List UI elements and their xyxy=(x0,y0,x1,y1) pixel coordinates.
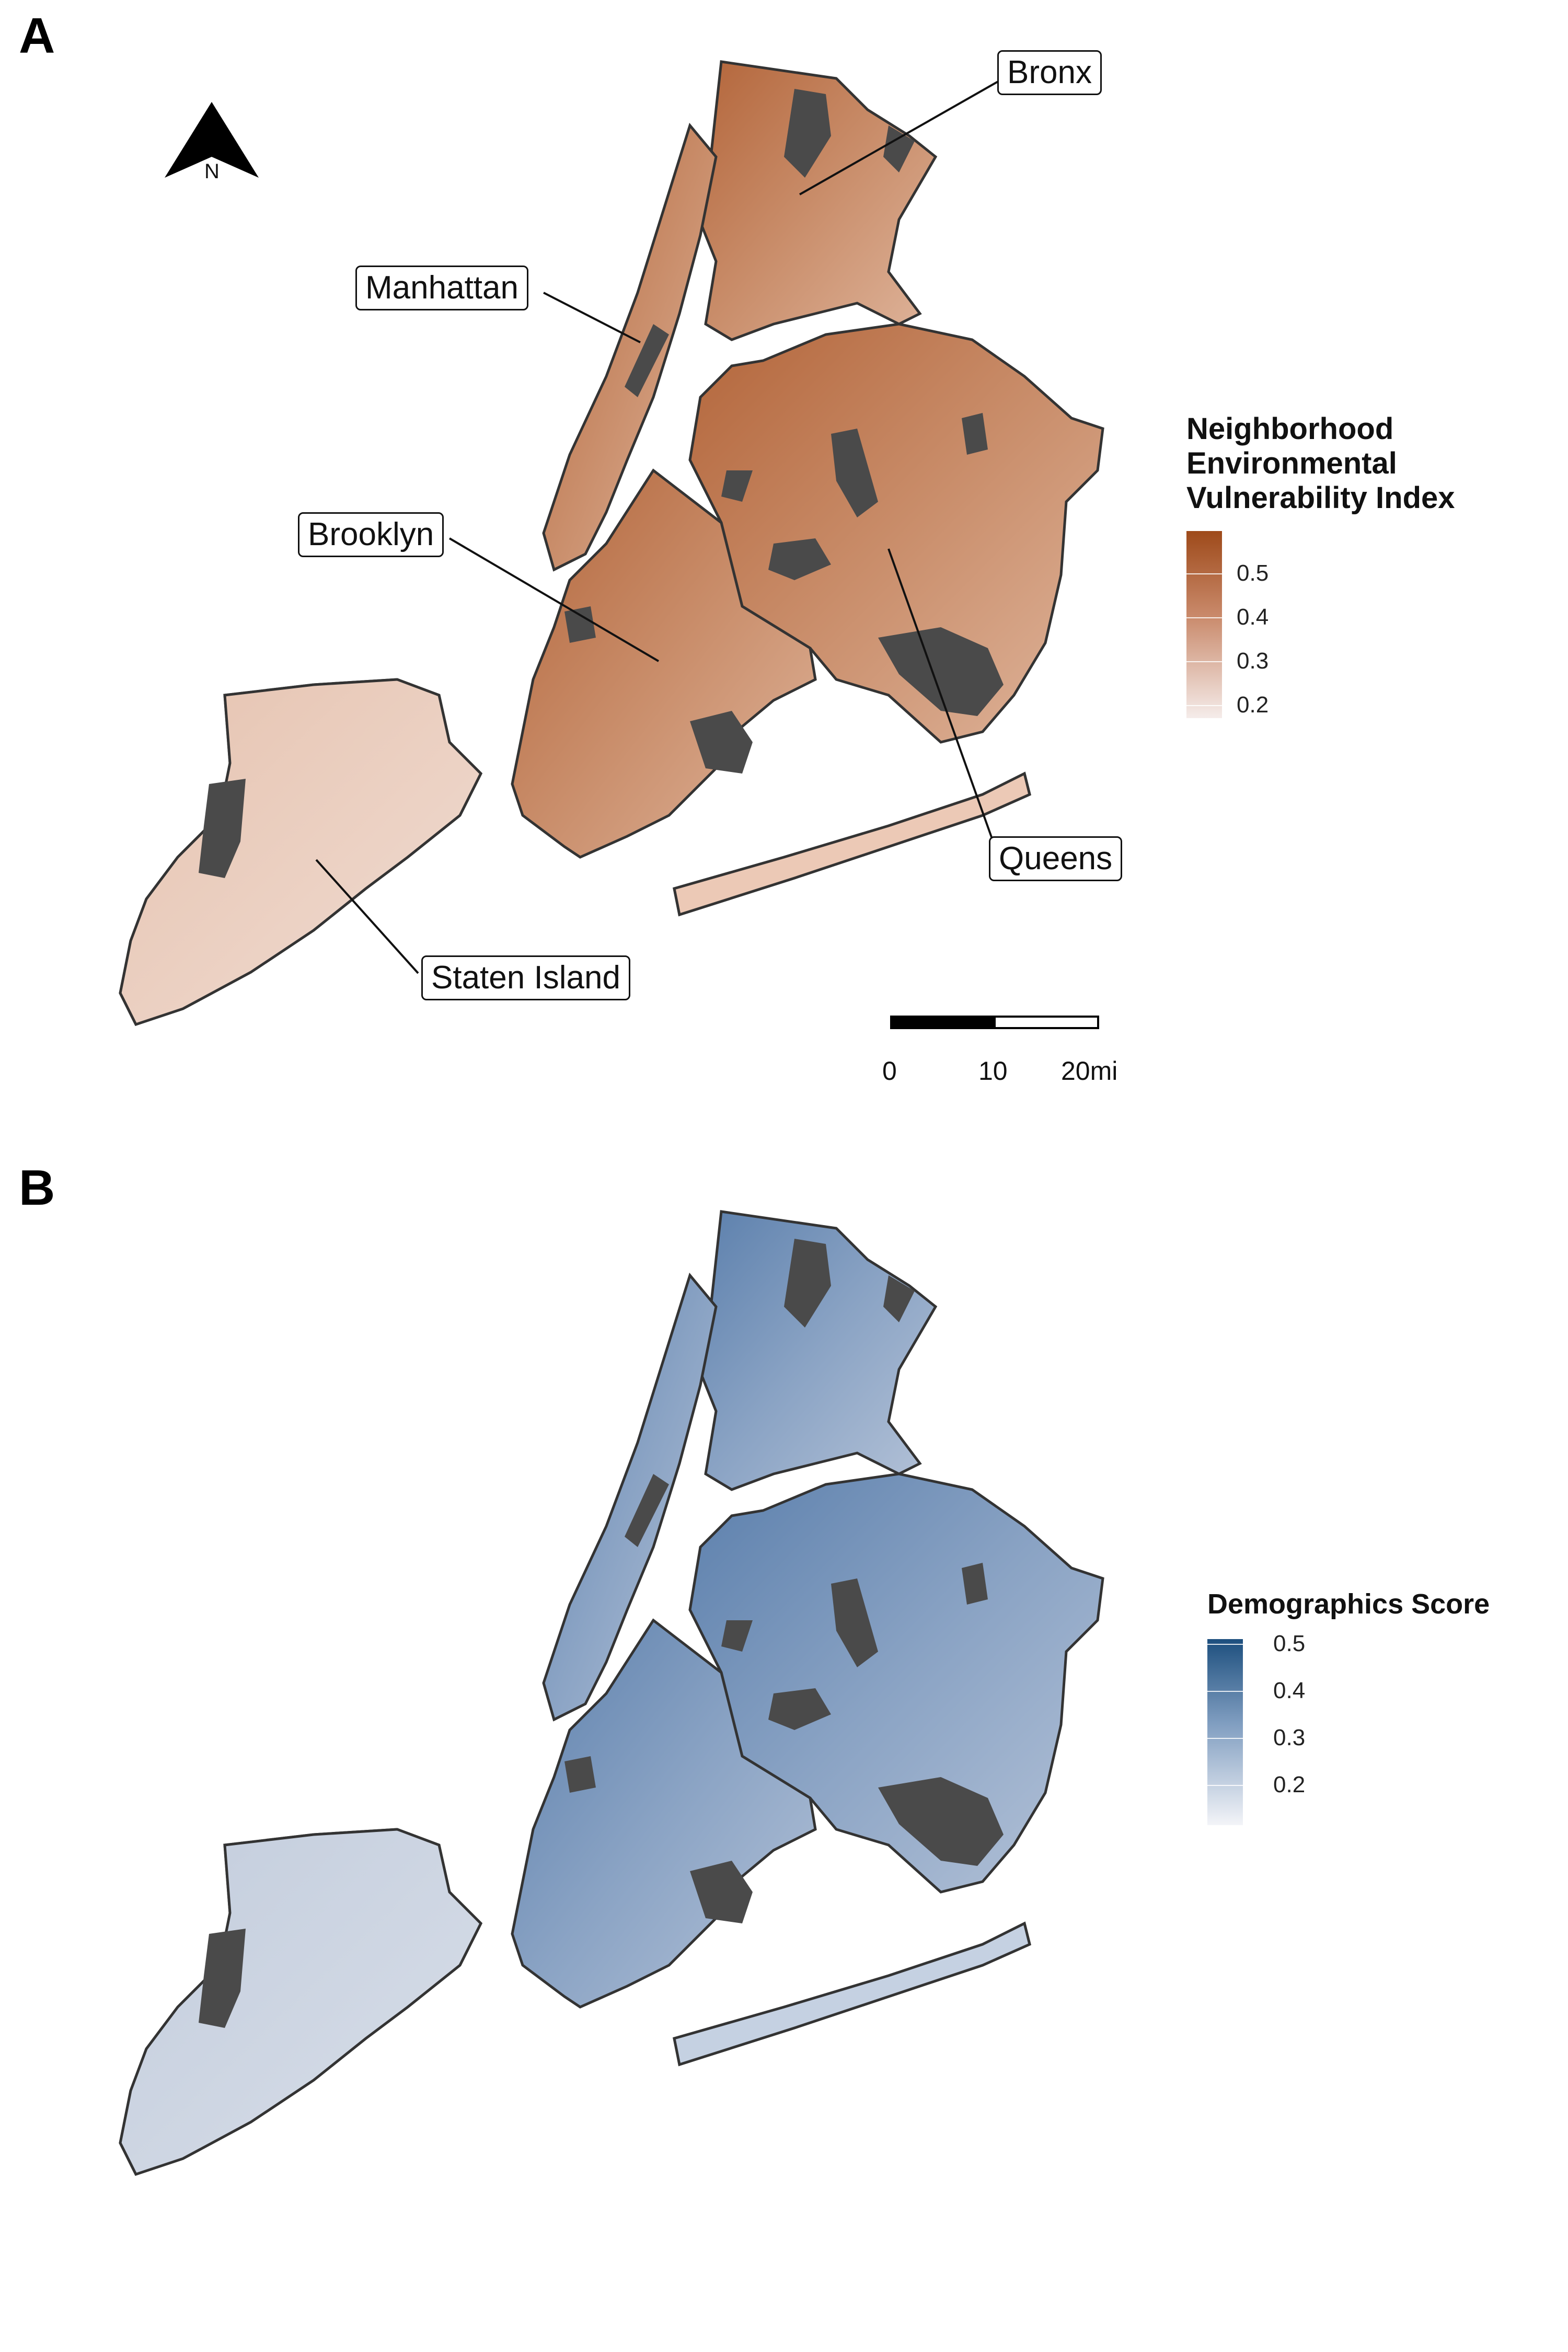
staten-island-fill-a xyxy=(119,678,483,1027)
north-arrow-icon xyxy=(165,102,259,178)
map-b xyxy=(119,1212,1103,2176)
legend-b-title: Demographics Score xyxy=(1207,1588,1490,1620)
north-label: N xyxy=(204,160,220,183)
scale-bar xyxy=(890,1016,1099,1029)
legend-a: Neighborhood Environmental Vulnerability… xyxy=(1186,412,1521,718)
panel-a-letter: A xyxy=(19,8,55,64)
label-brooklyn: Brooklyn xyxy=(298,512,444,557)
label-leader-lines xyxy=(315,77,1004,974)
legend-b: Demographics Score 0.5 0.4 0.3 0.2 xyxy=(1207,1588,1490,1825)
legend-a-colorbar xyxy=(1186,531,1222,718)
label-bronx: Bronx xyxy=(997,50,1102,95)
scale-tick-20mi: 20mi xyxy=(1061,1056,1118,1086)
legend-b-tick: 0.4 xyxy=(1273,1678,1306,1703)
scale-tick-10: 10 xyxy=(978,1056,1008,1086)
legend-b-tick: 0.5 xyxy=(1273,1631,1306,1656)
legend-b-tick: 0.3 xyxy=(1273,1725,1306,1750)
legend-a-tick: 0.4 xyxy=(1237,604,1269,630)
staten-island-fill-b xyxy=(119,1828,483,2176)
legend-a-title: Neighborhood Environmental Vulnerability… xyxy=(1186,412,1455,515)
map-a xyxy=(119,62,1103,1027)
panel-b-letter: B xyxy=(19,1160,55,1216)
label-manhattan: Manhattan xyxy=(355,266,528,310)
legend-a-tick: 0.2 xyxy=(1237,692,1269,718)
scale-tick-0: 0 xyxy=(882,1056,897,1086)
legend-a-tick: 0.3 xyxy=(1237,648,1269,674)
legend-b-tick: 0.2 xyxy=(1273,1772,1306,1797)
label-queens: Queens xyxy=(989,836,1123,881)
label-staten-island: Staten Island xyxy=(421,955,630,1000)
legend-b-colorbar xyxy=(1207,1639,1243,1825)
legend-a-tick: 0.5 xyxy=(1237,560,1269,586)
